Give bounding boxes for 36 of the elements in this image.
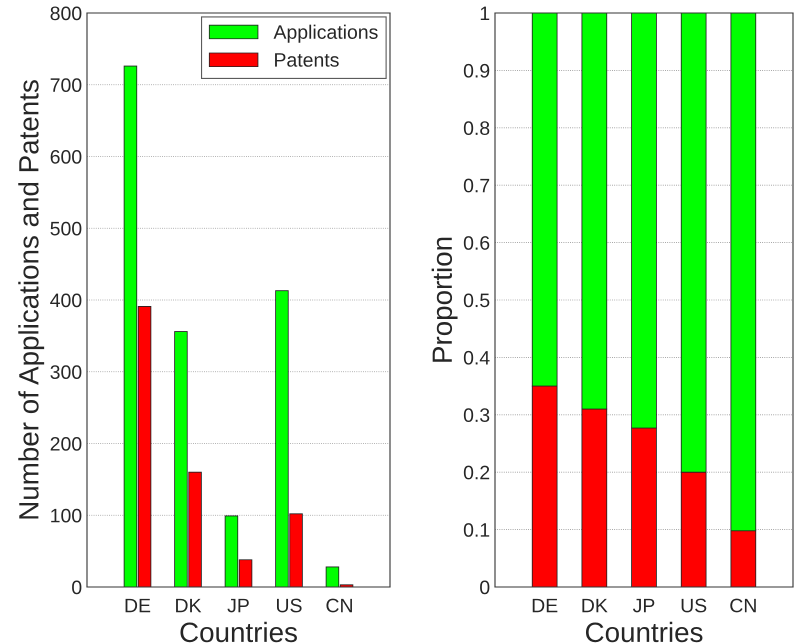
x-tick-label: CN xyxy=(326,598,352,612)
y-tick-label: 1 xyxy=(480,6,490,20)
y-tick-label: 0.9 xyxy=(464,64,490,78)
x-tick-label: DE xyxy=(126,598,150,612)
y-tick-label: 0.1 xyxy=(464,523,490,537)
legend-label: Patents xyxy=(275,53,339,67)
y-axis-title: Proportion xyxy=(432,238,458,362)
y-tick-label: 0 xyxy=(480,580,490,594)
y-tick-label: 0 xyxy=(72,580,82,594)
legend-label: Applications xyxy=(274,24,378,43)
x-axis-title: Countries xyxy=(586,622,702,642)
x-tick-label: US xyxy=(276,598,302,612)
y-tick-label: 0.7 xyxy=(464,178,490,192)
y-tick-label: 600 xyxy=(50,150,82,164)
y-tick-label: 0.5 xyxy=(464,293,490,308)
x-tick-label: JP xyxy=(632,598,654,612)
y-tick-label: 800 xyxy=(50,6,82,20)
y-tick-label: 200 xyxy=(50,436,82,451)
x-tick-label: CN xyxy=(730,598,756,612)
y-tick-label: 300 xyxy=(50,365,82,379)
x-tick-label: JP xyxy=(227,598,249,612)
y-tick-label: 0.8 xyxy=(464,121,490,136)
x-axis-title: Countries xyxy=(180,622,297,642)
x-tick-label: DE xyxy=(532,598,558,612)
y-tick-label: 0.4 xyxy=(464,350,490,365)
x-tick-label: US xyxy=(682,598,706,612)
x-tick-label: DK xyxy=(176,598,202,612)
x-tick-label: DK xyxy=(582,598,608,612)
y-tick-label: 700 xyxy=(50,78,82,92)
y-tick-label: 0.2 xyxy=(464,466,490,480)
y-tick-label: 500 xyxy=(50,222,82,236)
y-tick-label: 0.3 xyxy=(464,408,490,422)
y-tick-label: 100 xyxy=(51,508,82,522)
y-tick-label: 0.6 xyxy=(464,236,490,250)
y-tick-label: 400 xyxy=(50,293,82,308)
y-axis-title: Number of Applications and Patents xyxy=(18,80,44,519)
